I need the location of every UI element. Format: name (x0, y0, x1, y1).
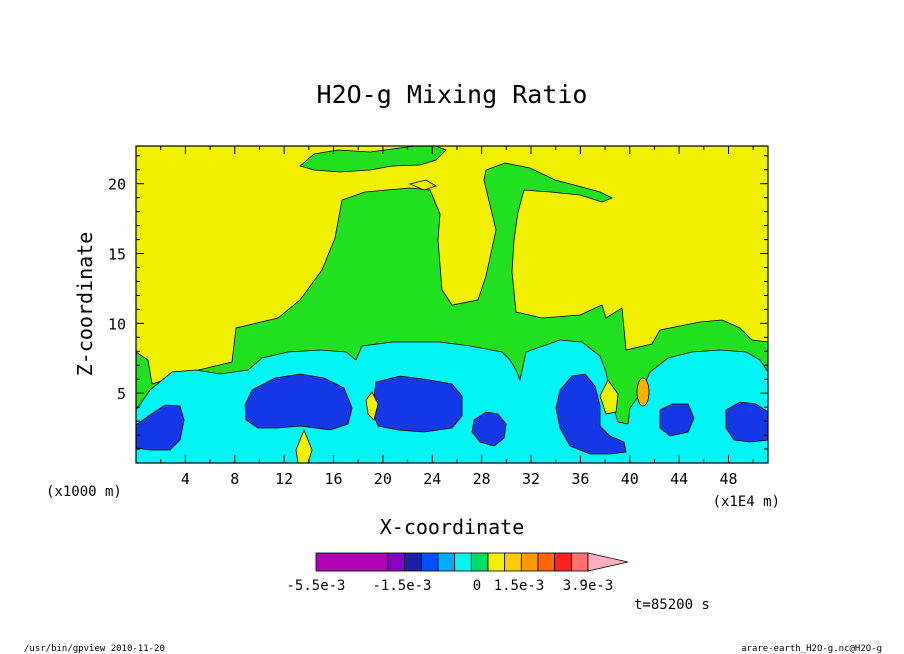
region-blue-7 (725, 401, 768, 443)
footer-right: arare-earth_H2O-g.nc@H2O-g (741, 644, 882, 654)
region-yellow-spot-3 (365, 391, 379, 421)
colorbar-label: -1.5e-3 (372, 578, 431, 594)
x-tick-label: 8 (230, 470, 239, 488)
colorbar-label: 1.5e-3 (494, 578, 545, 594)
x-tick-label: 24 (423, 470, 441, 488)
x-unit-right: (x1E4 m) (713, 494, 780, 510)
y-axis-label: Z-coordinate (73, 232, 97, 377)
x-tick-label: 32 (522, 470, 540, 488)
region-blue-4 (471, 411, 507, 447)
region-blue-3 (371, 375, 463, 433)
region-orange (636, 377, 650, 407)
region-yellow-streak (408, 179, 437, 191)
colorbar-box (520, 552, 539, 572)
region-blue-2 (244, 373, 353, 431)
colorbar-box (387, 552, 406, 572)
colorbar-box (454, 552, 472, 572)
region-green-top (299, 146, 447, 173)
x-tick-label: 28 (473, 470, 491, 488)
region-blue-1 (136, 404, 185, 451)
colorbar-labels: -5.5e-3 -1.5e-3 0 1.5e-3 3.9e-3 (286, 578, 613, 594)
colorbar-box (487, 552, 506, 572)
x-tick-label: 40 (621, 470, 639, 488)
x-tick-label: 36 (571, 470, 589, 488)
colorbar-box (537, 552, 556, 572)
region-blue-5 (555, 373, 627, 455)
x-tick-label: 44 (670, 470, 688, 488)
x-tick-label: 12 (275, 470, 293, 488)
x-tick-label: 20 (374, 470, 392, 488)
colorbar-box (470, 552, 489, 572)
plot-frame (135, 145, 769, 464)
x-tick-label: 16 (324, 470, 342, 488)
colorbar-box (437, 552, 456, 572)
colorbar-box (404, 552, 422, 572)
y-tick-label: 10 (108, 315, 126, 333)
x-axis: 4 8 12 16 20 24 28 32 36 40 44 48 (160, 146, 754, 488)
colorbar-box (554, 552, 572, 572)
colorbar-arrow (587, 552, 629, 572)
y-axis: 5 10 15 20 (108, 155, 768, 450)
y-tick-label: 15 (108, 246, 126, 264)
footer-left: /usr/bin/gpview 2010-11-20 (24, 644, 165, 654)
colorbar-box (570, 552, 589, 572)
colorbar-label: 3.9e-3 (563, 578, 614, 594)
x-tick-label: 4 (181, 470, 190, 488)
colorbar-box (504, 552, 522, 572)
y-tick-label: 20 (108, 176, 126, 194)
colorbar-label: -5.5e-3 (286, 578, 345, 594)
time-label: t=85200 s (634, 597, 710, 613)
region-yellow-spot-1 (599, 379, 619, 415)
x-unit-left: (x1000 m) (46, 484, 122, 500)
colorbar (315, 552, 629, 572)
region-yellow-spot-2 (295, 428, 313, 463)
region-blue-6 (659, 403, 695, 437)
y-tick-label: 5 (117, 385, 126, 403)
colorbar-box (420, 552, 439, 572)
x-axis-label: X-coordinate (380, 515, 525, 539)
chart-title: H2O-g Mixing Ratio (317, 80, 588, 109)
x-tick-label: 48 (719, 470, 737, 488)
contour-field (136, 146, 768, 463)
colorbar-label: 0 (473, 578, 481, 594)
colorbar-box (315, 552, 389, 572)
